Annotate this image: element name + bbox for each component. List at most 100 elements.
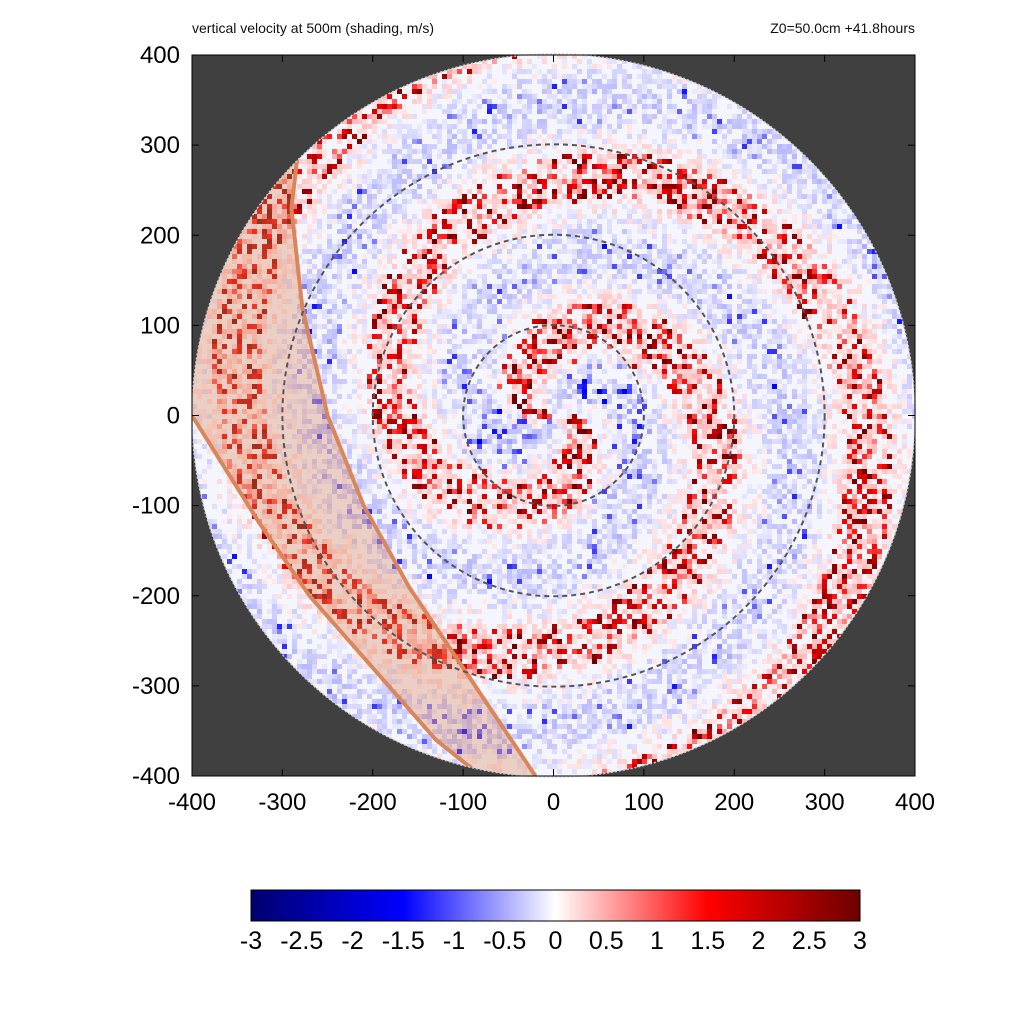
field-cell (242, 274, 247, 279)
field-cell (237, 324, 242, 329)
field-cell (507, 564, 512, 569)
field-cell (482, 679, 487, 684)
field-cell (547, 619, 552, 624)
field-cell (262, 404, 267, 409)
field-cell (342, 694, 347, 699)
field-cell (552, 174, 557, 179)
field-cell (437, 359, 442, 364)
field-cell (282, 409, 287, 414)
field-cell (532, 434, 537, 439)
field-cell (422, 409, 427, 414)
field-cell (457, 444, 462, 449)
field-cell (392, 349, 397, 354)
field-cell (522, 299, 527, 304)
field-cell (467, 519, 472, 524)
field-cell (507, 64, 512, 69)
field-cell (462, 354, 467, 359)
field-cell (477, 449, 482, 454)
field-cell (497, 529, 502, 534)
field-cell (322, 374, 327, 379)
field-cell (462, 449, 467, 454)
field-cell (487, 214, 492, 219)
field-cell (412, 254, 417, 259)
field-cell (422, 444, 427, 449)
field-cell (407, 509, 412, 514)
field-cell (387, 279, 392, 284)
field-cell (537, 614, 542, 619)
field-cell (292, 199, 297, 204)
field-cell (387, 179, 392, 184)
field-cell (272, 214, 277, 219)
field-cell (502, 199, 507, 204)
field-cell (372, 504, 377, 509)
field-cell (512, 59, 517, 64)
field-cell (437, 309, 442, 314)
field-cell (337, 159, 342, 164)
field-cell (382, 494, 387, 499)
field-cell (407, 189, 412, 194)
field-cell (222, 434, 227, 439)
field-cell (277, 234, 282, 239)
field-cell (402, 709, 407, 714)
field-cell (307, 589, 312, 594)
field-cell (532, 604, 537, 609)
field-cell (522, 599, 527, 604)
field-cell (287, 384, 292, 389)
field-cell (327, 369, 332, 374)
field-cell (537, 264, 542, 269)
field-cell (392, 469, 397, 474)
field-cell (332, 644, 337, 649)
field-cell (347, 149, 352, 154)
field-cell (307, 449, 312, 454)
field-cell (447, 449, 452, 454)
field-cell (322, 554, 327, 559)
field-cell (477, 199, 482, 204)
field-cell (437, 564, 442, 569)
field-cell (292, 464, 297, 469)
field-cell (542, 129, 547, 134)
field-cell (502, 494, 507, 499)
field-cell (552, 134, 557, 139)
field-cell (222, 329, 227, 334)
field-cell (522, 719, 527, 724)
field-cell (222, 534, 227, 539)
field-cell (402, 414, 407, 419)
field-cell (387, 224, 392, 229)
field-cell (417, 444, 422, 449)
field-cell (507, 599, 512, 604)
field-cell (482, 254, 487, 259)
field-cell (477, 324, 482, 329)
field-cell (512, 664, 517, 669)
field-cell (277, 349, 282, 354)
field-cell (537, 149, 542, 154)
field-cell (387, 314, 392, 319)
field-cell (547, 334, 552, 339)
field-cell (347, 679, 352, 684)
field-cell (527, 294, 532, 299)
field-cell (422, 144, 427, 149)
field-cell (327, 134, 332, 139)
field-cell (337, 609, 342, 614)
field-cell (522, 509, 527, 514)
field-cell (242, 459, 247, 464)
field-cell (542, 759, 547, 764)
field-cell (302, 564, 307, 569)
field-cell (442, 204, 447, 209)
field-cell (377, 684, 382, 689)
field-cell (387, 374, 392, 379)
field-cell (537, 134, 542, 139)
field-cell (252, 429, 257, 434)
field-cell (357, 379, 362, 384)
field-cell (282, 544, 287, 549)
field-cell (342, 494, 347, 499)
field-cell (522, 119, 527, 124)
field-cell (507, 689, 512, 694)
field-cell (497, 424, 502, 429)
field-cell (322, 354, 327, 359)
field-cell (517, 199, 522, 204)
field-cell (322, 274, 327, 279)
field-cell (272, 219, 277, 224)
field-cell (502, 644, 507, 649)
field-cell (422, 359, 427, 364)
field-cell (292, 204, 297, 209)
